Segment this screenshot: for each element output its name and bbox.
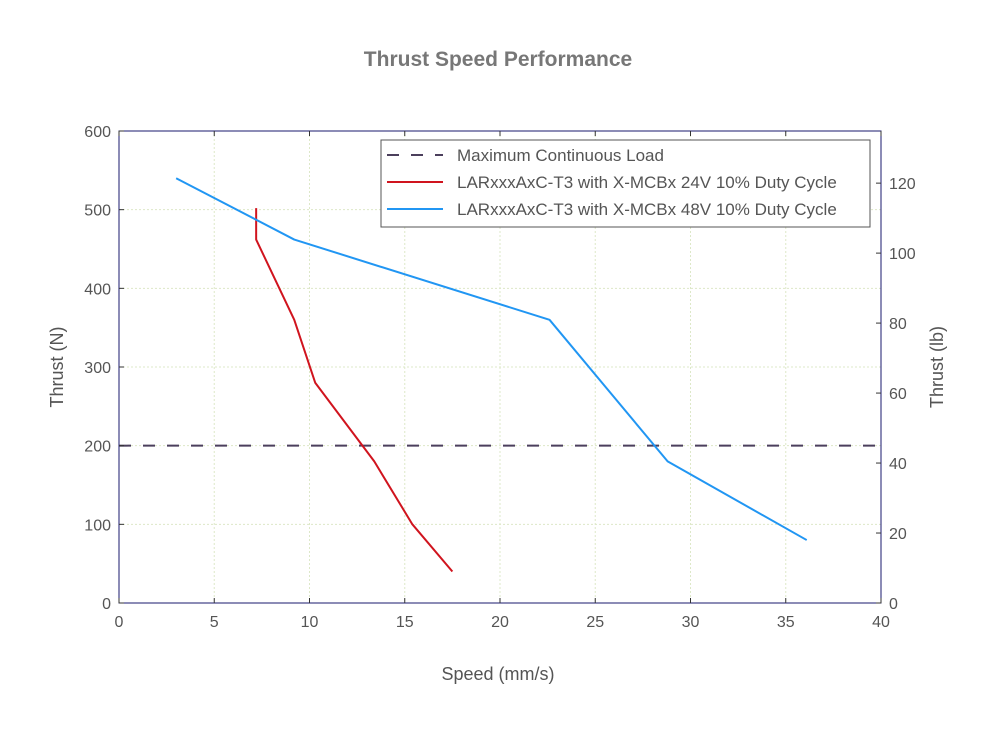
y-tick-label: 500 xyxy=(84,203,111,220)
y-tick-label: 0 xyxy=(102,596,111,613)
legend-label-2: LARxxxAxC-T3 with X-MCBx 48V 10% Duty Cy… xyxy=(457,200,837,219)
x-tick-label: 40 xyxy=(872,614,890,631)
y2-tick-label: 20 xyxy=(889,526,907,543)
y2-tick-label: 60 xyxy=(889,386,907,403)
series-line-1 xyxy=(255,208,454,573)
legend-box xyxy=(380,139,871,228)
x-tick-label: 15 xyxy=(396,614,414,631)
y2-tick-label: 40 xyxy=(889,456,907,473)
y-tick-label: 100 xyxy=(84,517,111,534)
y2-tick-label: 0 xyxy=(889,596,898,613)
y-tick-label: 400 xyxy=(84,281,111,298)
x-axis-label: Speed (mm/s) xyxy=(441,664,554,684)
y-tick-label: 200 xyxy=(84,439,111,456)
chart-title: Thrust Speed Performance xyxy=(364,48,632,71)
y-axis-label: Thrust (N) xyxy=(47,327,67,408)
y2-tick-label: 120 xyxy=(889,176,916,193)
x-tick-label: 5 xyxy=(210,614,219,631)
x-tick-label: 0 xyxy=(115,614,124,631)
legend: Maximum Continuous Load LARxxxAxC-T3 wit… xyxy=(380,139,871,228)
series-line-2 xyxy=(175,177,808,541)
x-tick-label: 25 xyxy=(586,614,604,631)
x-tick-label: 10 xyxy=(301,614,319,631)
y2-tick-label: 80 xyxy=(889,316,907,333)
legend-label-0: Maximum Continuous Load xyxy=(457,146,664,165)
x-tick-label: 20 xyxy=(491,614,509,631)
legend-label-1: LARxxxAxC-T3 with X-MCBx 24V 10% Duty Cy… xyxy=(457,173,837,192)
x-tick-label: 30 xyxy=(682,614,700,631)
y-tick-label: 300 xyxy=(84,360,111,377)
x-tick-label: 35 xyxy=(777,614,795,631)
y-tick-label: 600 xyxy=(84,124,111,141)
y2-axis-label: Thrust (lb) xyxy=(927,326,947,408)
y2-tick-label: 100 xyxy=(889,246,916,263)
